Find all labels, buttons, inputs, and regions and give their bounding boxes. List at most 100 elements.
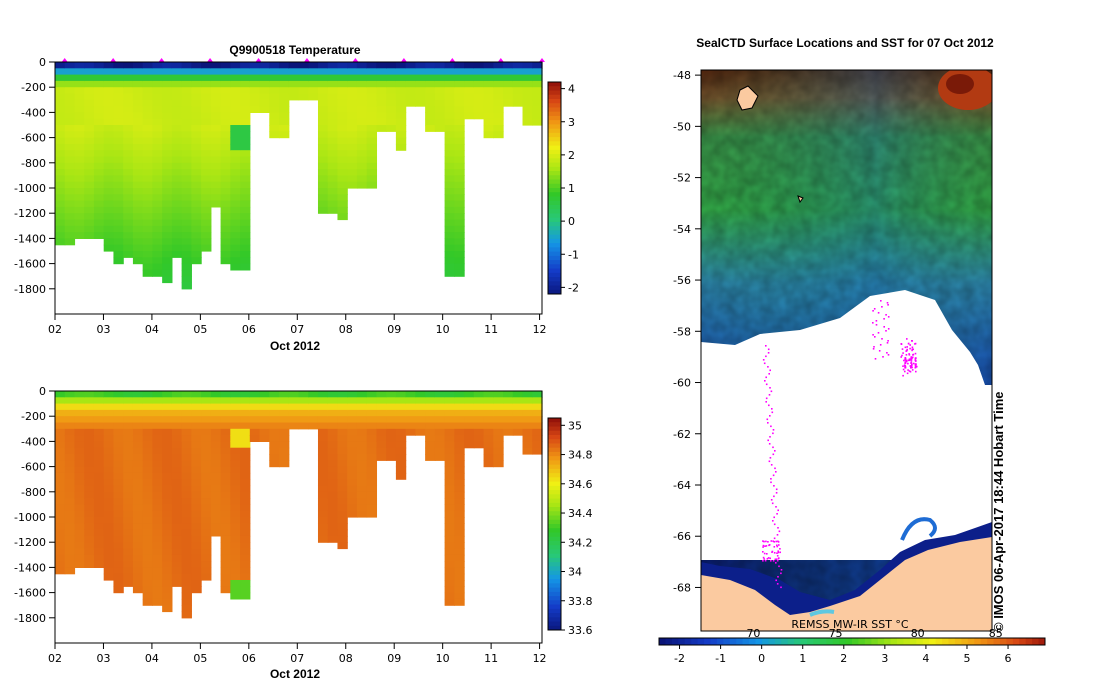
salinity-cell [415,428,426,436]
temperature-cell [279,125,290,132]
salinity-cell [162,504,173,512]
salinity-cell [347,491,358,499]
temperature-cell [132,74,144,82]
salinity-cell [298,397,309,405]
temperature-colorbar-segment [548,86,561,91]
sst-colorbar-segment [954,638,962,645]
temperature-cell [201,112,212,120]
track-point [763,362,766,365]
temperature-cell [454,181,465,189]
temperature-cell [317,118,329,126]
temperature-cell [454,118,465,126]
salinity-cell [171,498,183,505]
salinity-cell [532,403,543,411]
salinity-cell [142,428,153,436]
temperature-cell [366,162,378,170]
salinity-colorbar-segment [548,591,561,597]
temperature-cell [230,194,241,202]
salinity-cell [220,397,231,405]
salinity-cell [191,529,202,537]
salinity-cell [162,598,173,606]
salinity-cell [142,479,153,487]
map-ytick-label: -56 [673,274,691,287]
temperature-cell [55,181,66,189]
salinity-colorbar-label: 35 [568,419,582,432]
temperature-cell [113,225,124,233]
salinity-cell [454,580,465,587]
salinity-cell [279,403,290,411]
temperature-cell [327,106,339,113]
track-point [766,418,769,421]
salinity-cell [93,510,105,518]
salinity-cell [123,523,134,531]
sst-colorbar-segment [736,638,744,645]
temperature-cell [84,219,95,227]
salinity-cell [347,422,358,430]
salinity-colorbar-segment [548,574,561,580]
track-point [765,401,767,403]
salinity-cell [191,397,202,405]
salinity-cell [337,510,348,518]
salinity-cell [220,491,231,499]
temperature-cell [395,131,407,139]
temperature-cell [298,80,309,88]
salinity-cell [64,391,76,398]
salinity-cell [123,567,134,575]
temperature-cell [444,112,455,120]
salinity-cell [483,454,494,461]
salinity-cell [366,435,378,442]
salinity-cell [55,491,66,499]
salinity-cell [171,535,183,543]
salinity-cell [64,454,76,461]
salinity-cell [55,460,66,468]
temperature-cell [317,162,329,170]
salinity-cell [191,460,202,468]
temperature-cell [162,263,173,271]
temperature-cell [181,137,192,145]
temperature-cell [327,206,339,214]
temperature-cell [395,87,407,95]
temperature-cell [405,68,416,76]
temperature-colorbar-segment [548,175,561,181]
salinity-cell [64,504,76,512]
salinity-cell [317,466,329,474]
salinity-cell [123,460,134,468]
temperature-colorbar-segment [548,260,561,265]
temperature-cell [337,194,348,202]
salinity-cell [454,517,465,524]
temperature-cell [327,137,339,145]
temperature-cell [142,131,153,139]
temperature-cell [132,80,144,88]
temperature-cell [279,87,290,95]
temperature-cell [84,225,95,233]
track-point [908,353,910,355]
temperature-colorbar-segment [548,82,561,87]
salinity-cell [171,466,183,474]
temperature-cell [279,68,290,76]
salinity-colorbar-segment [548,536,561,542]
salinity-cell [84,403,95,411]
salinity-cell [240,416,251,424]
salinity-cell [347,416,358,424]
salinity-cell [503,403,514,411]
temperature-colorbar-segment [548,196,561,202]
track-point [780,569,783,571]
salinity-cell [162,517,173,524]
track-point [774,450,776,452]
track-point [886,342,889,344]
salinity-cell [395,466,407,474]
salinity-cell [171,416,183,424]
sst-colorbar-segment [684,638,692,645]
temperature-cell [249,80,261,88]
temperature-cell [415,62,426,69]
salinity-cell [269,435,280,442]
temperature-cell [464,68,475,76]
temperature-cell [142,225,153,233]
temperature-cell [366,125,378,132]
salinity-cell [444,441,455,449]
salinity-cell [512,428,524,436]
temperature-cell [191,150,202,158]
salinity-cell [473,397,485,405]
track-point [762,551,764,553]
temperature-cell [376,68,387,76]
